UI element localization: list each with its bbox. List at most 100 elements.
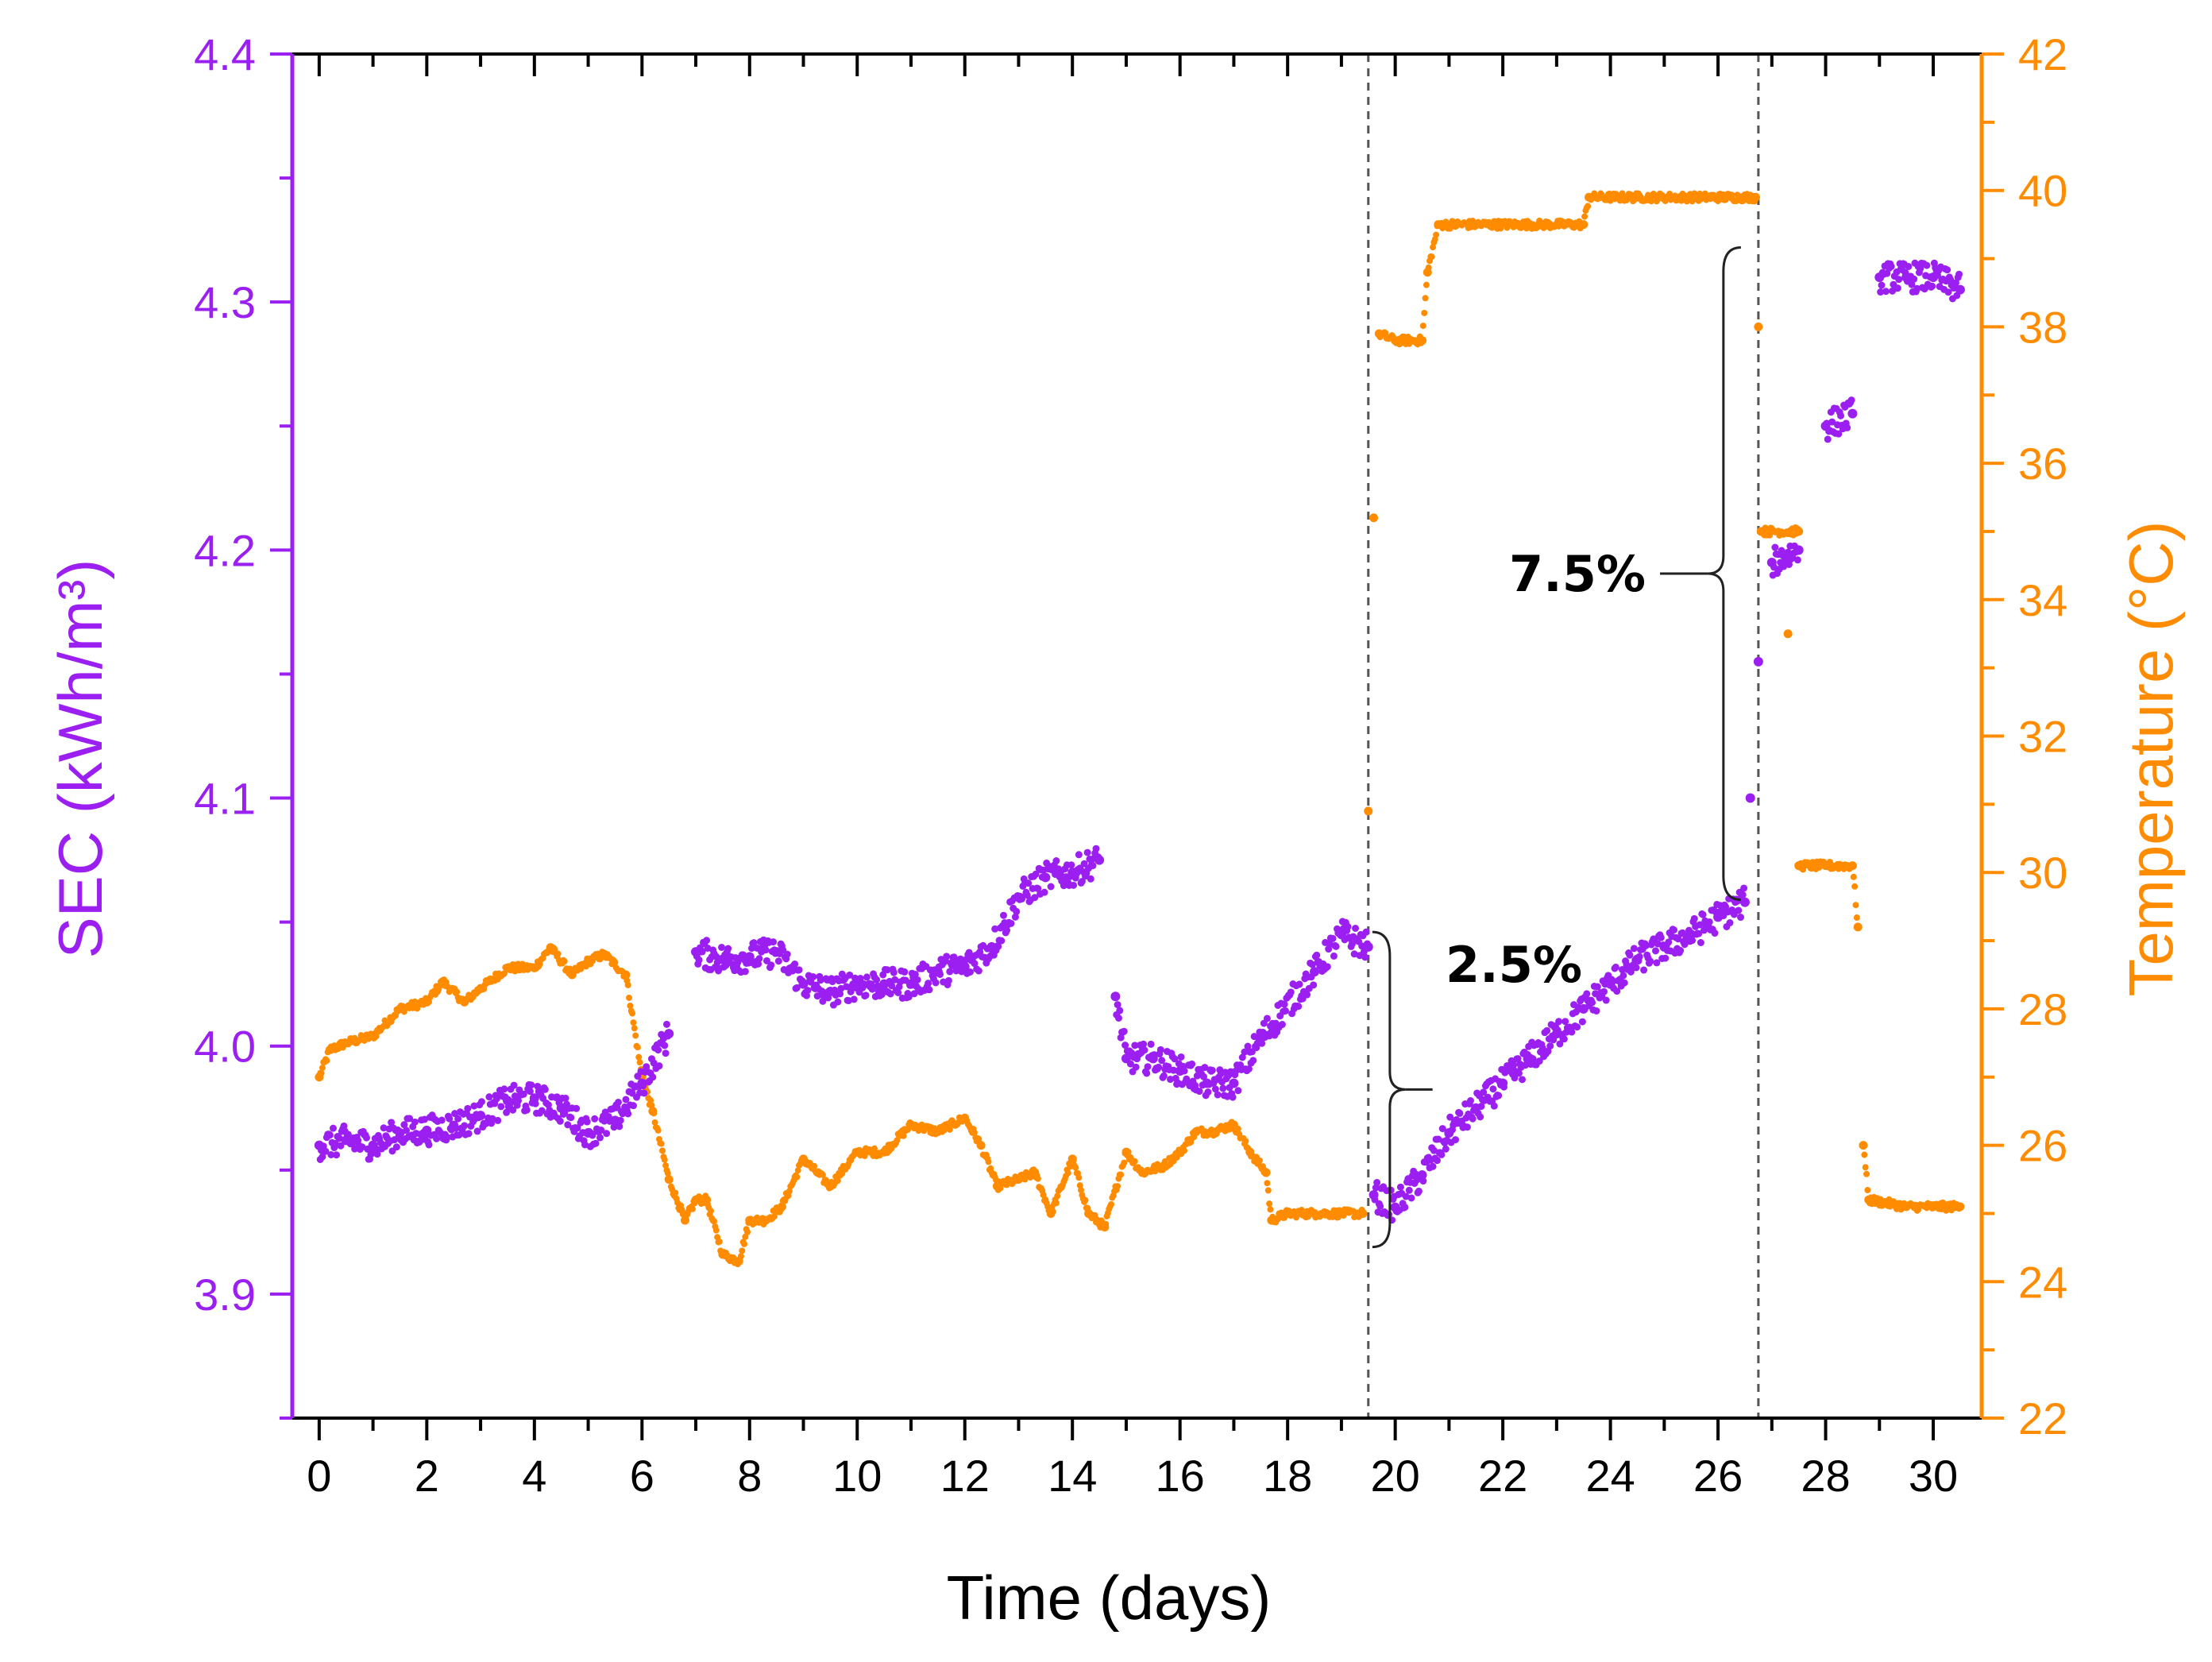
sec-point <box>1646 957 1654 965</box>
sec-point <box>1592 1007 1600 1015</box>
temperature-point <box>1075 1174 1083 1181</box>
sec-point <box>1894 284 1901 292</box>
temperature-point <box>1181 1147 1188 1154</box>
sec-point <box>1944 266 1951 274</box>
sec-point <box>894 989 902 997</box>
sec-point <box>589 1131 596 1139</box>
sec-point <box>1613 988 1621 995</box>
sec-point <box>1847 408 1858 419</box>
sec-point <box>1126 1060 1134 1068</box>
sec-point <box>1245 1065 1253 1073</box>
sec-point <box>1928 282 1936 290</box>
sec-point <box>337 1142 345 1150</box>
temperature-point <box>811 1162 818 1169</box>
sec-point <box>403 1127 411 1134</box>
sec-point <box>724 945 732 953</box>
sec-point <box>362 1134 370 1142</box>
temperature-point <box>1256 1157 1263 1164</box>
sec-point <box>446 1115 454 1123</box>
sec-point <box>994 942 1002 950</box>
temperature-point <box>1783 629 1793 639</box>
temperature-point <box>632 1032 639 1039</box>
sec-point <box>1234 1087 1242 1095</box>
temperature-point <box>658 1140 665 1147</box>
temperature-point <box>712 1227 720 1234</box>
temperature-point <box>1369 513 1379 523</box>
sec-point <box>581 1141 589 1149</box>
temperature-point <box>1862 1164 1869 1171</box>
sec-point <box>910 990 918 998</box>
temperature-point <box>1234 1125 1241 1132</box>
temperature-point <box>1794 527 1804 536</box>
sec-point <box>1344 922 1352 930</box>
sec-series <box>314 259 1965 1224</box>
x-tick-label: 0 <box>307 1451 331 1501</box>
sec-point <box>1562 1018 1569 1026</box>
sec-point <box>1094 855 1105 865</box>
sec-point <box>1430 1146 1438 1154</box>
sec-point <box>1171 1055 1179 1063</box>
temperature-point <box>1853 914 1860 922</box>
sec-point <box>603 1130 611 1138</box>
sec-point <box>1657 933 1665 941</box>
sec-point <box>1955 284 1965 295</box>
temperature-point <box>647 1097 654 1104</box>
sec-point <box>883 966 891 974</box>
sec-point <box>662 1049 670 1057</box>
sec-point <box>661 1042 669 1049</box>
sec-point <box>1835 430 1843 438</box>
sec-point <box>1573 1023 1581 1031</box>
sec-point <box>421 1115 429 1123</box>
temperature-point <box>737 1253 744 1260</box>
sec-point <box>1489 1085 1497 1093</box>
sec-point <box>1249 1057 1257 1065</box>
sec-point <box>1308 960 1316 968</box>
sec-point <box>1229 1093 1237 1101</box>
sec-point <box>1620 979 1628 987</box>
sec-point <box>991 925 999 933</box>
sec-point <box>1793 545 1804 555</box>
sec-point <box>1089 862 1097 870</box>
sec-point <box>1232 1067 1240 1075</box>
sec-point <box>1593 983 1601 991</box>
temperature-point <box>621 970 631 980</box>
sec-point <box>1238 1053 1246 1061</box>
sec-point <box>1654 940 1662 948</box>
sec-point <box>1619 972 1627 980</box>
temperature-point <box>1852 902 1859 909</box>
sec-point <box>1195 1088 1203 1096</box>
sec-point <box>451 1110 459 1118</box>
temperature-point <box>659 1147 666 1154</box>
sec-point <box>488 1115 496 1123</box>
sec-point <box>1361 953 1369 961</box>
temperature-point <box>1264 1180 1271 1187</box>
sec-point <box>662 1020 670 1028</box>
temperature-point <box>1358 1208 1368 1218</box>
temperature-point <box>819 1171 826 1178</box>
sec-point <box>959 961 970 972</box>
sec-point <box>1362 928 1370 936</box>
sec-point <box>614 1098 622 1106</box>
sec-point <box>1323 963 1331 971</box>
sec-point <box>639 1082 647 1090</box>
x-tick-label: 30 <box>1909 1451 1958 1501</box>
sec-point <box>836 990 844 998</box>
temperature-point <box>651 1119 658 1126</box>
sec-point <box>891 976 899 984</box>
temperature-point <box>1052 1200 1060 1207</box>
sec-point <box>1363 941 1373 952</box>
sec-point <box>804 987 812 995</box>
sec-point <box>664 1029 674 1039</box>
sec-point <box>1466 1097 1474 1105</box>
temperature-point <box>1428 253 1435 261</box>
x-tick-label: 16 <box>1156 1451 1205 1501</box>
sec-point <box>1740 884 1748 892</box>
sec-point <box>519 1090 527 1098</box>
sec-point <box>1132 1063 1140 1071</box>
sec-point <box>936 970 944 978</box>
sec-point <box>932 979 940 987</box>
sec-point <box>515 1097 523 1105</box>
sec-point <box>1219 1084 1227 1092</box>
sec-point <box>624 1110 632 1118</box>
temperature-point <box>1125 1149 1132 1156</box>
